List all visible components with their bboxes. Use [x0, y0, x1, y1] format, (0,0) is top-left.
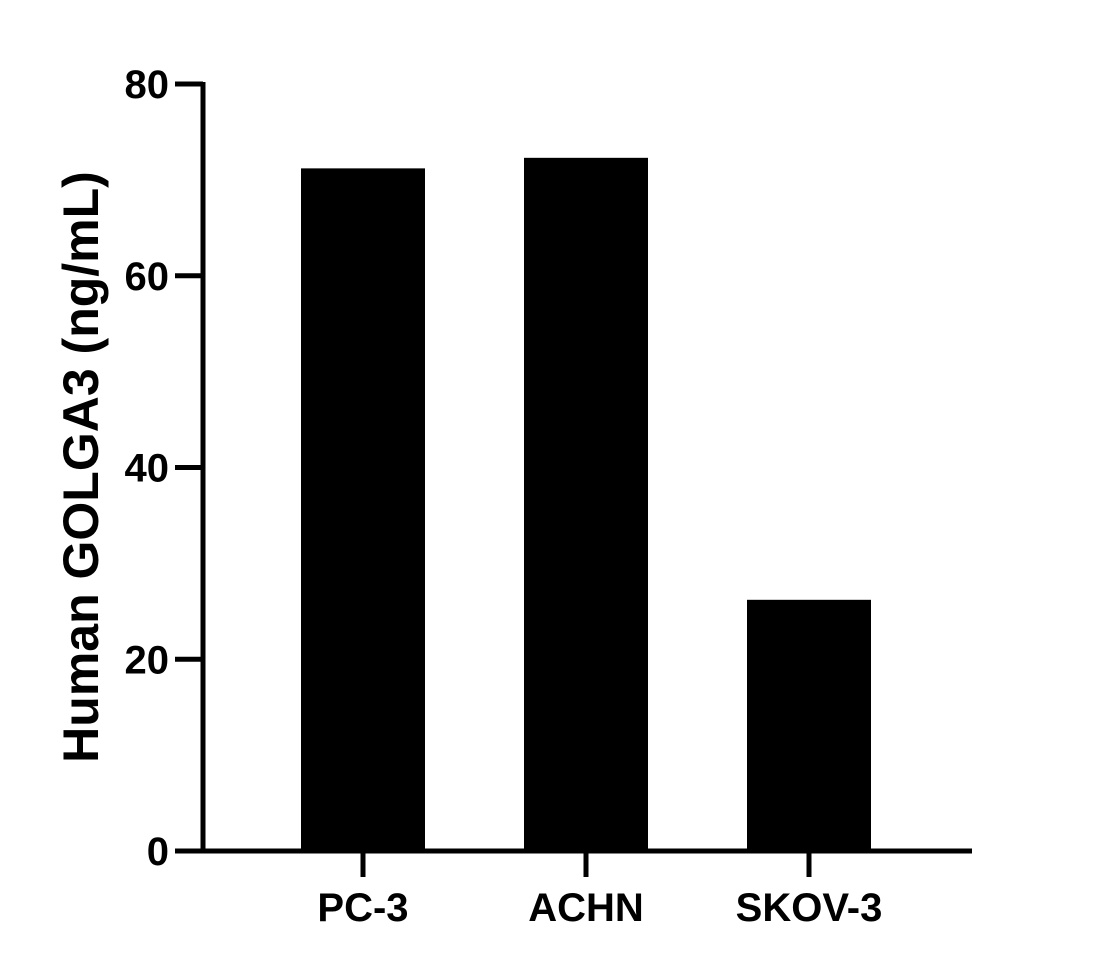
labels-layer: 0 20 40 60 80 PC-3 ACHN SKOV-3	[125, 63, 883, 930]
y-tick-label-20: 20	[125, 638, 170, 682]
y-tick-label-60: 60	[125, 255, 170, 299]
y-tick-label-40: 40	[125, 447, 170, 491]
x-tick-label-achn: ACHN	[528, 886, 644, 930]
bar-pc-3	[301, 168, 425, 851]
x-tick-label-skov-3: SKOV-3	[736, 886, 883, 930]
bar-skov-3	[747, 599, 871, 851]
y-tick-label-80: 80	[125, 63, 170, 107]
bars-layer	[301, 157, 871, 852]
bar-achn	[524, 157, 648, 852]
y-axis-title: Human GOLGA3 (ng/mL)	[53, 171, 109, 763]
x-tick-label-pc-3: PC-3	[317, 886, 408, 930]
y-tick-label-0: 0	[147, 830, 169, 874]
axes-layer	[175, 81, 972, 877]
